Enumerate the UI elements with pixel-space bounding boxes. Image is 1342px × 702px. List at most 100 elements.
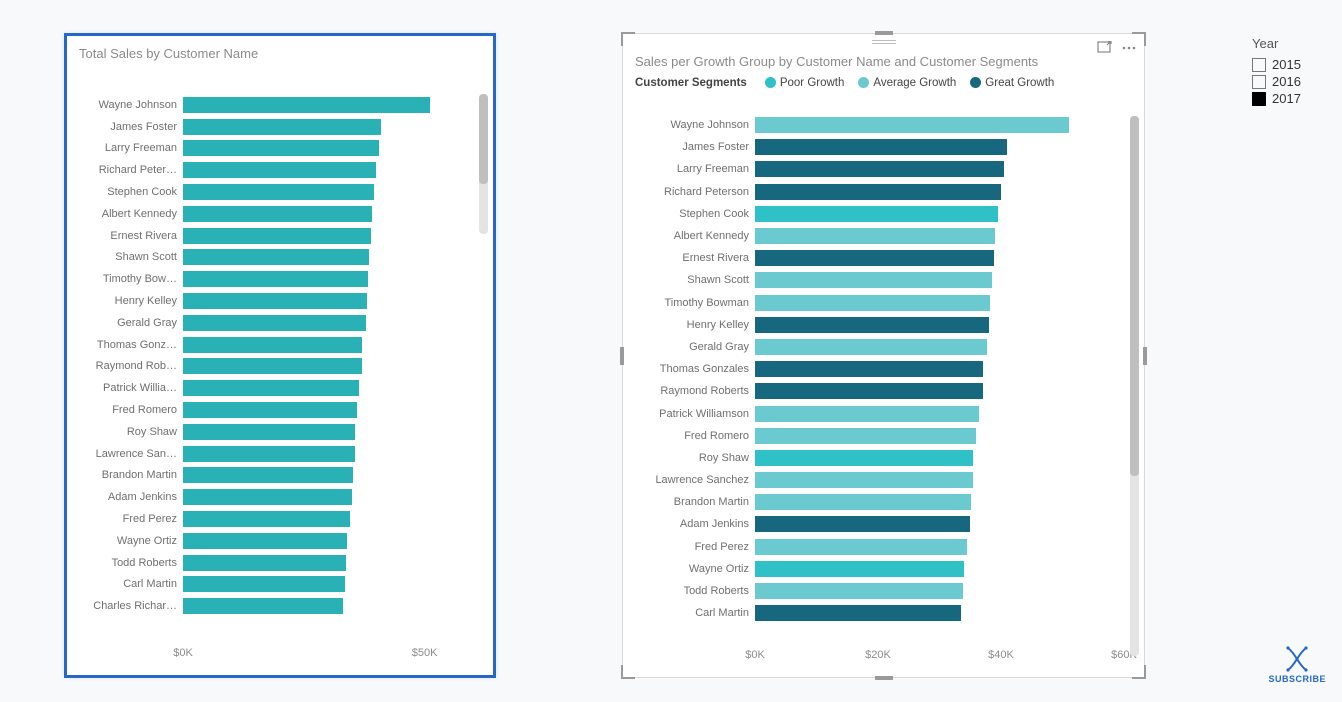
- bar-row[interactable]: Ernest Rivera: [635, 247, 1124, 269]
- bar[interactable]: [183, 271, 368, 287]
- scrollbar-thumb[interactable]: [1130, 116, 1139, 476]
- more-options-icon[interactable]: [1120, 40, 1138, 56]
- resize-handle[interactable]: [1132, 665, 1146, 679]
- legend-item[interactable]: Average Growth: [858, 77, 956, 89]
- bar-row[interactable]: Wayne Johnson: [79, 94, 473, 116]
- bar-row[interactable]: Wayne Ortiz: [635, 558, 1124, 580]
- bar[interactable]: [755, 361, 983, 377]
- legend-item[interactable]: Great Growth: [970, 77, 1054, 89]
- bar-row[interactable]: Thomas Gonz…: [79, 334, 473, 356]
- bar-row[interactable]: Shawn Scott: [635, 269, 1124, 291]
- bar-row[interactable]: Patrick Williamson: [635, 402, 1124, 424]
- bar-row[interactable]: Ernest Rivera: [79, 225, 473, 247]
- bar-row[interactable]: Todd Roberts: [79, 552, 473, 574]
- bar[interactable]: [755, 250, 994, 266]
- bar[interactable]: [183, 598, 343, 614]
- resize-handle[interactable]: [875, 676, 893, 680]
- bar[interactable]: [183, 293, 367, 309]
- bar-row[interactable]: Albert Kennedy: [79, 203, 473, 225]
- bar[interactable]: [183, 337, 362, 353]
- scrollbar[interactable]: [479, 94, 488, 234]
- bar[interactable]: [183, 467, 353, 483]
- bar-row[interactable]: Larry Freeman: [79, 138, 473, 160]
- bar[interactable]: [755, 406, 979, 422]
- scrollbar-thumb[interactable]: [479, 94, 488, 184]
- bar-row[interactable]: Larry Freeman: [635, 158, 1124, 180]
- bar[interactable]: [755, 117, 1069, 133]
- bar[interactable]: [755, 383, 983, 399]
- bar[interactable]: [755, 450, 973, 466]
- resize-handle[interactable]: [621, 32, 635, 46]
- bar[interactable]: [755, 583, 963, 599]
- bar[interactable]: [183, 206, 372, 222]
- bar-row[interactable]: Patrick Willia…: [79, 377, 473, 399]
- bar[interactable]: [755, 317, 989, 333]
- bar[interactable]: [755, 605, 961, 621]
- bar[interactable]: [183, 315, 366, 331]
- bar[interactable]: [183, 184, 374, 200]
- bar[interactable]: [755, 206, 998, 222]
- bar-row[interactable]: Charles Richar…: [79, 595, 473, 617]
- bar[interactable]: [755, 161, 1004, 177]
- bar[interactable]: [183, 402, 357, 418]
- bar-row[interactable]: Raymond Roberts: [635, 380, 1124, 402]
- bar-row[interactable]: Brandon Martin: [635, 491, 1124, 513]
- resize-handle[interactable]: [620, 347, 624, 365]
- bar[interactable]: [183, 228, 371, 244]
- bar[interactable]: [183, 533, 347, 549]
- subscribe-badge[interactable]: SUBSCRIBE: [1268, 646, 1326, 684]
- visual-sales-growth[interactable]: Sales per Growth Group by Customer Name …: [622, 33, 1145, 678]
- bar[interactable]: [183, 358, 362, 374]
- bar-row[interactable]: Fred Perez: [635, 536, 1124, 558]
- bar[interactable]: [183, 446, 355, 462]
- bar-row[interactable]: Wayne Ortiz: [79, 530, 473, 552]
- bar-row[interactable]: Timothy Bow…: [79, 268, 473, 290]
- bar-row[interactable]: Roy Shaw: [635, 447, 1124, 469]
- bar[interactable]: [755, 272, 992, 288]
- slicer-option[interactable]: 2016: [1252, 74, 1301, 89]
- bar-row[interactable]: Fred Romero: [635, 425, 1124, 447]
- bar-row[interactable]: Lawrence San…: [79, 443, 473, 465]
- bar[interactable]: [183, 380, 359, 396]
- bar[interactable]: [755, 472, 973, 488]
- drag-grip[interactable]: [872, 38, 896, 46]
- bar-row[interactable]: Henry Kelley: [635, 314, 1124, 336]
- bar-row[interactable]: Henry Kelley: [79, 290, 473, 312]
- bar-row[interactable]: Stephen Cook: [79, 181, 473, 203]
- bar[interactable]: [755, 139, 1007, 155]
- bar-row[interactable]: Wayne Johnson: [635, 114, 1124, 136]
- bar-row[interactable]: Thomas Gonzales: [635, 358, 1124, 380]
- bar[interactable]: [183, 511, 350, 527]
- focus-mode-icon[interactable]: [1096, 40, 1114, 56]
- bar[interactable]: [183, 249, 369, 265]
- bar-row[interactable]: James Foster: [635, 136, 1124, 158]
- bar-row[interactable]: Lawrence Sanchez: [635, 469, 1124, 491]
- bar-row[interactable]: Adam Jenkins: [635, 513, 1124, 535]
- bar-row[interactable]: Fred Perez: [79, 508, 473, 530]
- bar[interactable]: [183, 162, 376, 178]
- resize-handle[interactable]: [875, 31, 893, 35]
- bar-row[interactable]: James Foster: [79, 116, 473, 138]
- bar[interactable]: [183, 424, 355, 440]
- bar[interactable]: [183, 119, 381, 135]
- bar[interactable]: [183, 97, 430, 113]
- bar-row[interactable]: Shawn Scott: [79, 247, 473, 269]
- bar-row[interactable]: Brandon Martin: [79, 465, 473, 487]
- bar-row[interactable]: Raymond Rob…: [79, 356, 473, 378]
- bar-row[interactable]: Richard Peterson: [635, 181, 1124, 203]
- bar-row[interactable]: Fred Romero: [79, 399, 473, 421]
- bar-row[interactable]: Carl Martin: [635, 602, 1124, 624]
- bar-row[interactable]: Timothy Bowman: [635, 292, 1124, 314]
- bar-row[interactable]: Gerald Gray: [79, 312, 473, 334]
- resize-handle[interactable]: [621, 665, 635, 679]
- bar[interactable]: [755, 228, 995, 244]
- scrollbar[interactable]: [1130, 116, 1139, 656]
- bar-row[interactable]: Richard Peter…: [79, 159, 473, 181]
- slicer-option[interactable]: 2017: [1252, 91, 1301, 106]
- bar-row[interactable]: Adam Jenkins: [79, 486, 473, 508]
- bar-row[interactable]: Todd Roberts: [635, 580, 1124, 602]
- bar[interactable]: [183, 489, 352, 505]
- bar[interactable]: [183, 140, 379, 156]
- bar[interactable]: [755, 184, 1001, 200]
- bar-row[interactable]: Carl Martin: [79, 574, 473, 596]
